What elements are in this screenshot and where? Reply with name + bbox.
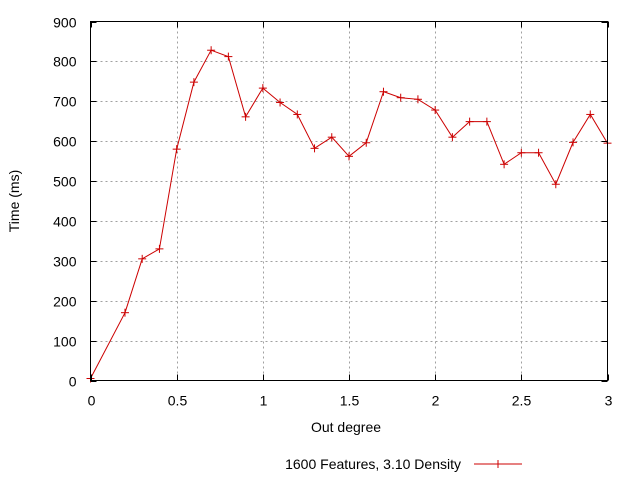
legend-marker: [494, 460, 502, 468]
x-tick-label: 0.5: [168, 393, 188, 409]
axis-ticks: 0 100 200 300 400 500 600 700 800 900 0 0.5 1 1.5 2 2.5…: [53, 15, 612, 409]
y-tick-label: 100: [53, 334, 77, 350]
x-tick-label: 1: [260, 393, 268, 409]
data-point: [258, 84, 267, 93]
data-point: [586, 110, 595, 119]
x-axis-label: Out degree: [311, 419, 381, 435]
series-layer: [86, 46, 612, 383]
x-tick-label: 3: [605, 393, 613, 409]
data-point: [189, 78, 198, 87]
data-point: [362, 138, 371, 147]
data-point: [396, 93, 405, 102]
data-point: [413, 95, 422, 104]
legend: 1600 Features, 3.10 Density: [285, 456, 522, 472]
data-point: [120, 308, 129, 317]
plot-frame: [90, 21, 608, 381]
data-point: [138, 254, 147, 263]
data-point: [431, 106, 440, 115]
data-point: [155, 244, 164, 253]
grid-lines: [90, 21, 608, 381]
data-point: [517, 148, 526, 157]
x-tick-label: 2.5: [512, 393, 532, 409]
data-point: [500, 160, 509, 169]
series-line: [90, 49, 608, 379]
y-tick-label: 900: [53, 15, 77, 31]
data-point: [465, 117, 474, 126]
x-tick-label: 2: [432, 393, 440, 409]
data-point: [551, 180, 560, 189]
y-tick-label: 600: [53, 134, 77, 150]
data-point: [207, 46, 216, 55]
y-tick-label: 700: [53, 94, 77, 110]
y-tick-label: 0: [69, 374, 77, 390]
x-tick-label: 1.5: [340, 393, 360, 409]
data-point: [224, 52, 233, 61]
data-point: [172, 145, 181, 154]
data-point: [241, 112, 250, 121]
legend-label: 1600 Features, 3.10 Density: [285, 456, 461, 472]
y-tick-label: 800: [53, 54, 77, 70]
data-point: [293, 110, 302, 119]
data-point: [448, 133, 457, 142]
y-tick-label: 500: [53, 174, 77, 190]
data-point: [482, 117, 491, 126]
data-point: [276, 98, 285, 107]
y-tick-label: 400: [53, 214, 77, 230]
y-tick-label: 200: [53, 294, 77, 310]
data-point: [569, 138, 578, 147]
data-point: [534, 148, 543, 157]
data-point: [327, 133, 336, 142]
x-tick-label: 0: [88, 393, 96, 409]
data-point: [345, 152, 353, 161]
y-tick-label: 300: [53, 254, 77, 270]
data-point: [379, 87, 388, 96]
data-point: [310, 144, 319, 153]
y-axis-label: Time (ms): [6, 170, 22, 232]
